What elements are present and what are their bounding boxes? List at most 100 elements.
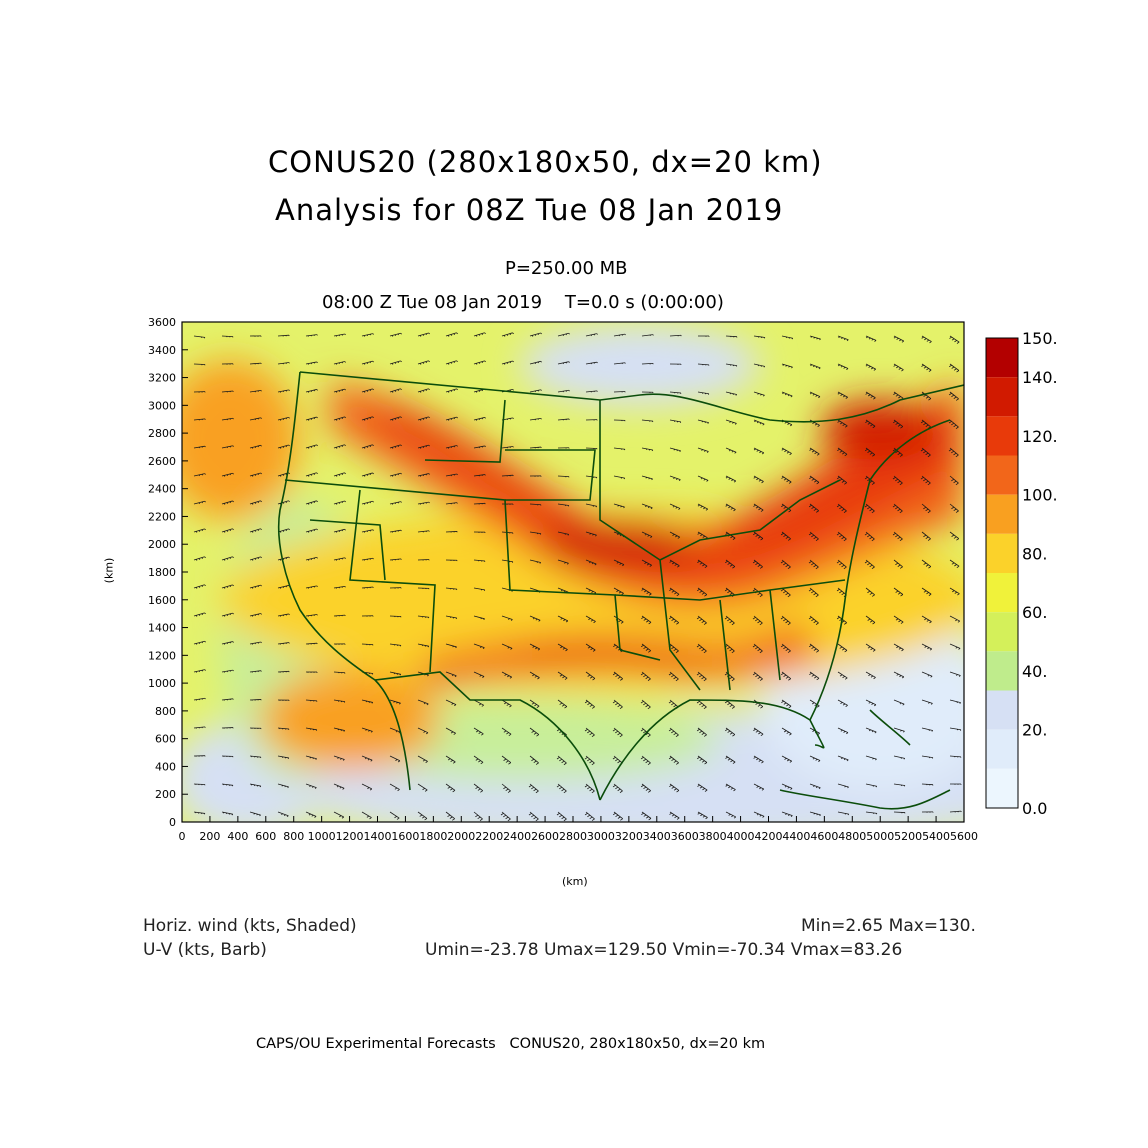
wind-barb: [277, 670, 290, 673]
wind-barb: [333, 614, 346, 617]
wind-barb: [585, 643, 596, 652]
wind-barb: [473, 531, 486, 533]
wind-barb: [361, 783, 373, 791]
y-tick-label: 0: [169, 816, 176, 829]
wind-barb: [361, 500, 374, 505]
wind-barb: [641, 811, 652, 821]
wind-barb: [529, 475, 542, 477]
wind-barb: [221, 528, 234, 533]
wind-barb: [445, 699, 457, 707]
wind-barb: [893, 335, 905, 343]
wind-barb: [305, 389, 318, 393]
wind-barb: [669, 334, 682, 337]
wind-barb: [809, 755, 821, 763]
wind-barb: [725, 475, 737, 483]
y-tick-label: 1000: [148, 677, 176, 690]
wind-barb: [445, 531, 458, 533]
wind-barb: [753, 363, 766, 368]
x-tick-label: 2600: [531, 830, 559, 843]
y-tick-label: 2200: [148, 510, 176, 523]
wind-barb: [921, 587, 932, 596]
wind-barb: [948, 447, 959, 458]
wind-barb: [417, 360, 430, 365]
wind-barb: [809, 811, 821, 817]
wind-barb: [501, 503, 514, 505]
wind-barb: [612, 811, 623, 821]
wind-barb: [249, 389, 262, 393]
wind-barb: [613, 559, 625, 567]
uv-stats: Umin=-23.78 Umax=129.50 Vmin=-70.34 Vmax…: [425, 940, 903, 960]
wind-barb: [809, 447, 820, 456]
wind-barb: [836, 559, 847, 570]
wind-barb: [361, 811, 372, 820]
wind-barb: [753, 419, 765, 426]
wind-barb: [921, 727, 933, 732]
wind-barb: [640, 727, 651, 738]
wind-barb: [333, 472, 346, 477]
wind-barb: [528, 811, 539, 822]
wind-barb: [529, 671, 540, 680]
wind-barb: [305, 671, 318, 673]
wind-barb: [473, 559, 486, 562]
wind-barb: [949, 755, 962, 758]
wind-barb: [781, 475, 792, 484]
wind-barb: [361, 472, 374, 477]
colorbar-segment: [986, 533, 1018, 573]
wind-barb: [501, 559, 514, 563]
wind-barb: [249, 811, 261, 817]
y-tick-label: 3600: [148, 316, 176, 329]
wind-barb: [865, 755, 877, 761]
wind-barb: [557, 447, 570, 449]
wind-barb: [837, 783, 849, 789]
wind-barb: [949, 699, 961, 704]
wind-barb: [249, 641, 262, 645]
wind-barb: [837, 699, 848, 707]
wind-barb: [893, 643, 904, 652]
wind-barb: [725, 783, 736, 792]
wind-barb: [612, 783, 623, 793]
wind-barb: [557, 531, 570, 536]
wind-barb: [696, 727, 707, 737]
wind-barb: [361, 416, 374, 421]
colorbar-segment: [986, 690, 1018, 730]
wind-barb: [753, 335, 766, 339]
wind-barb: [837, 363, 849, 371]
wind-barb: [893, 671, 905, 679]
wind-barb: [333, 416, 346, 421]
wind-barb: [305, 614, 318, 617]
wind-barb: [389, 615, 402, 618]
wind-barb: [697, 335, 710, 337]
wind-barb: [193, 584, 206, 589]
wind-barb: [445, 615, 458, 620]
wind-barb: [584, 699, 595, 709]
wind-barb: [277, 334, 290, 337]
wind-barb: [249, 584, 262, 589]
wind-barb: [753, 811, 765, 818]
wind-barb: [669, 447, 681, 453]
wind-barb: [809, 335, 821, 341]
wind-barb: [501, 615, 513, 621]
colorbar-segment: [986, 377, 1018, 417]
wind-barb: [221, 390, 234, 393]
colorbar-segment: [986, 494, 1018, 534]
wind-barb: [949, 363, 960, 373]
wind-barb: [837, 335, 849, 342]
wind-barb: [612, 727, 623, 738]
wind-barb: [361, 727, 373, 733]
x-tick-label: 800: [283, 830, 304, 843]
x-tick-label: 1400: [364, 830, 392, 843]
wind-barb: [445, 473, 458, 477]
wind-barb: [445, 559, 458, 562]
wind-barb: [417, 615, 430, 619]
wind-barb: [892, 475, 903, 486]
wind-barb: [669, 391, 682, 394]
x-tick-label: 3600: [671, 830, 699, 843]
wind-barb: [305, 585, 318, 589]
wind-barb: [249, 444, 262, 449]
shaded-field-label: Horiz. wind (kts, Shaded): [143, 916, 357, 936]
x-tick-label: 1600: [391, 830, 419, 843]
wind-barb: [669, 783, 680, 793]
wind-barb: [417, 587, 430, 590]
wind-barb: [249, 699, 262, 701]
wind-barb: [584, 727, 595, 738]
